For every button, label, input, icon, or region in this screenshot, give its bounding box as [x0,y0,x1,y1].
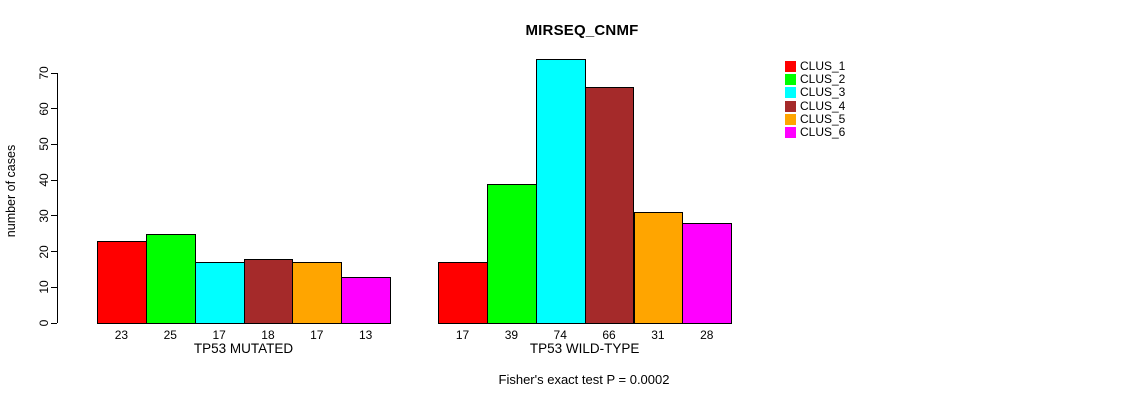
y-tick-label: 40 [37,173,51,187]
bar-value-label: 74 [553,328,567,342]
legend-label: CLUS_1 [800,59,846,74]
bar-clus-1-tp53-mutated [97,240,147,324]
legend-item-clus-4: CLUS_4 [785,98,846,113]
bar-value-label: 39 [504,328,519,342]
legend-item-clus-3: CLUS_3 [785,86,845,99]
bar-clus-3-tp53-wild-type [535,58,586,324]
legend-label: CLUS_4 [800,98,846,113]
y-tick-label: 10 [37,280,51,294]
bar-value-label: 25 [163,328,177,342]
legend-item-clus-6: CLUS_6 [785,126,845,139]
bar-value-label: 28 [700,328,714,342]
legend-color-swatch-icon [785,100,796,112]
legend-color-swatch-icon [785,61,796,73]
bar-clus-4-tp53-wild-type [584,87,635,324]
bar-clus-6-tp53-mutated [341,276,392,324]
y-tick-label: 30 [37,209,51,223]
y-axis-tick [51,72,57,74]
bar-clus-5-tp53-mutated [292,262,343,324]
y-axis-tick [51,286,57,288]
y-tick-label: 60 [37,102,51,116]
bar-clus-2-tp53-mutated [145,233,196,324]
y-axis-line [57,73,58,323]
y-tick-label: 70 [37,66,51,80]
bar-value-label: 17 [212,328,226,342]
chart-title: MIRSEQ_CNMF [525,22,639,39]
bar-clus-6-tp53-wild-type [682,223,733,324]
x-group-label: TP53 WILD-TYPE [529,341,640,356]
bar-clus-2-tp53-wild-type [486,183,537,324]
legend-item-clus-1: CLUS_1 [785,60,845,73]
y-axis-tick [51,215,57,217]
legend: CLUS_1 CLUS_2 CLUS_3 CLUS_4 CLUS_5 CLUS_6 [785,60,845,139]
y-tick-label: 50 [37,137,51,152]
legend-label: CLUS_6 [800,125,846,140]
legend-label: CLUS_3 [800,85,846,100]
bar-clus-1-tp53-wild-type [438,262,488,324]
legend-color-swatch-icon [785,74,796,86]
legend-item-clus-2: CLUS_2 [785,73,845,86]
annotation-text: Fisher's exact test P = 0.0002 [498,372,670,387]
bar-clus-4-tp53-mutated [243,258,294,324]
y-axis-tick [51,108,57,110]
bar-clus-5-tp53-wild-type [633,212,684,324]
bar-value-label: 13 [358,328,373,342]
x-group-label: TP53 MUTATED [193,341,294,356]
bar-value-label: 17 [310,328,324,342]
legend-item-clus-5: CLUS_5 [785,111,846,126]
y-axis-tick [51,179,57,181]
bar-value-label: 18 [261,328,275,342]
bar-clus-3-tp53-mutated [194,262,245,324]
legend-label: CLUS_5 [800,111,846,126]
bar-value-label: 23 [114,328,129,342]
bar-value-label: 31 [651,328,665,342]
y-axis-tick [51,322,57,324]
legend-color-swatch-icon [785,87,796,99]
bar-value-label: 66 [602,328,616,342]
y-tick-label: 20 [37,244,51,259]
legend-color-swatch-icon [785,127,796,139]
y-axis-tick [51,251,57,253]
bar-value-label: 17 [455,328,470,342]
legend-label: CLUS_2 [800,72,846,87]
y-tick-label: 0 [37,319,51,327]
legend-color-swatch-icon [785,113,796,125]
y-axis-tick [51,143,57,145]
